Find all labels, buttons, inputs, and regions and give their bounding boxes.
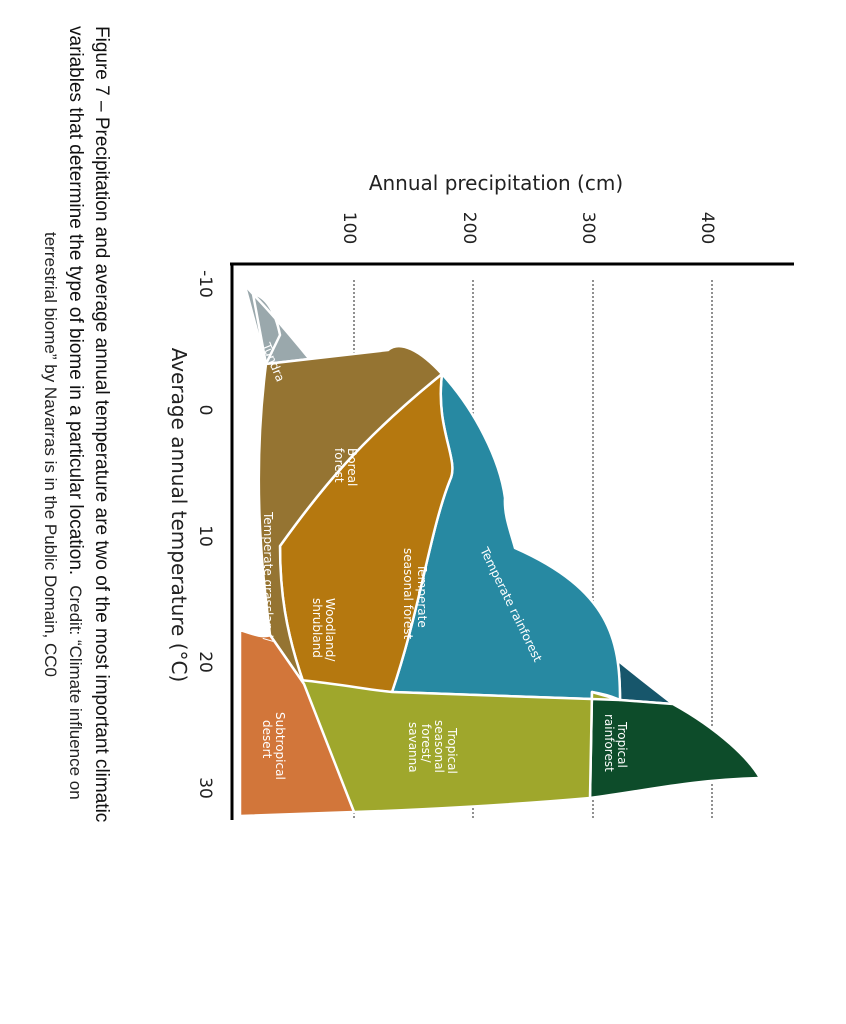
label-subtropical-desert: Subtropical desert (260, 712, 287, 784)
region-tropical-seasonal (298, 678, 622, 814)
label-boreal: Boreal forest (332, 448, 359, 490)
figure-caption: Figure 7 – Precipitation and average ann… (41, 26, 112, 822)
temp-tick-minus-10: -10 (195, 270, 215, 298)
caption-line-2: variables that determine the type of bio… (65, 26, 86, 800)
label-woodland: Woodland/ shrubland (310, 598, 337, 665)
biome-regions (238, 284, 762, 818)
caption-line-1: Figure 7 – Precipitation and average ann… (91, 26, 112, 822)
precip-tick-200: 200 (459, 212, 479, 244)
label-tropical-rainforest: Tropical rainforest (602, 714, 629, 772)
axes (230, 262, 794, 820)
label-grassland: Temperate grassland/ cold desert (248, 508, 275, 646)
temperature-tick-labels: -10 0 10 20 30 (195, 270, 215, 799)
temperature-axis-title: Average annual temperature (°C) (167, 348, 191, 683)
caption-line-3: terrestrial biome” by Navarras is in the… (41, 232, 60, 677)
precip-tick-300: 300 (578, 212, 598, 244)
precipitation-tick-labels: 100 200 300 400 (339, 212, 717, 244)
precipitation-axis-title: Annual precipitation (cm) (369, 171, 623, 195)
temp-tick-0: 0 (195, 405, 215, 416)
label-tropical-seasonal: Tropical seasonal forest/ savanna (406, 720, 459, 778)
temp-tick-20: 20 (195, 651, 215, 673)
temp-tick-30: 30 (195, 777, 215, 799)
label-temperate-seasonal: Temperate seasonal forest (401, 548, 429, 640)
caption-line-2-credit: Credit: “Climate influence on (66, 585, 85, 799)
precip-tick-100: 100 (339, 212, 359, 244)
caption-line-2-main: variables that determine the type of bio… (65, 26, 86, 575)
biome-diagram (230, 262, 794, 820)
temp-tick-10: 10 (195, 525, 215, 547)
precip-tick-400: 400 (697, 212, 717, 244)
region-grassland (257, 344, 444, 686)
region-subtropical-desert (238, 628, 356, 818)
